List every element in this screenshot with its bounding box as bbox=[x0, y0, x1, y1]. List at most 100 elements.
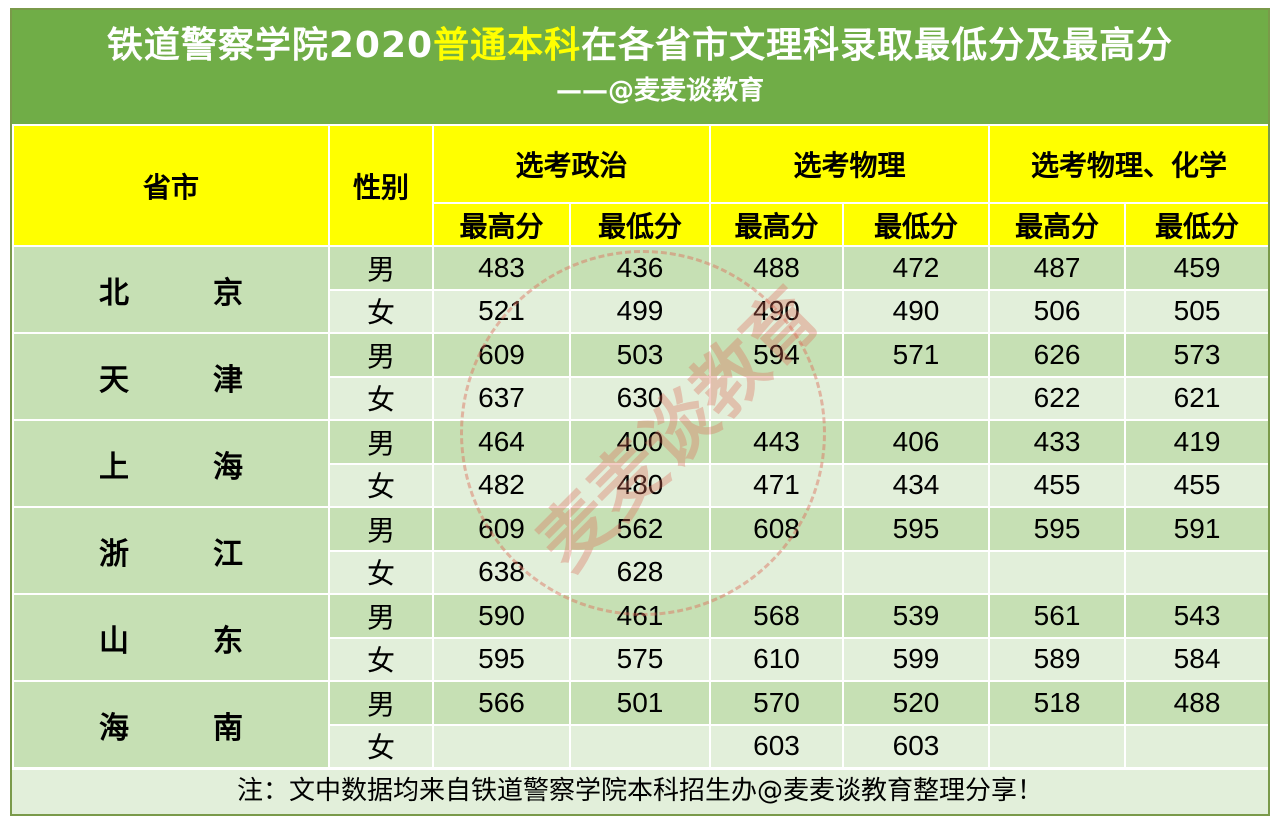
province-cell: 天津 bbox=[12, 332, 330, 421]
score-cell: 506 bbox=[988, 288, 1127, 334]
score-cell bbox=[709, 375, 845, 421]
group-header-physics: 选考物理 bbox=[709, 124, 991, 204]
score-cell: 488 bbox=[709, 245, 845, 291]
province-cell: 浙江 bbox=[12, 506, 330, 595]
table-row: 女 638 628 bbox=[13, 549, 1268, 595]
score-cell: 543 bbox=[1124, 593, 1268, 639]
score-cell: 610 bbox=[709, 636, 845, 682]
score-cell: 482 bbox=[432, 462, 571, 508]
score-cell: 637 bbox=[432, 375, 571, 421]
score-cell: 591 bbox=[1124, 506, 1268, 552]
score-cell: 595 bbox=[988, 506, 1127, 552]
table-row: 山东男 590 461 568 539 561 543 bbox=[12, 593, 1268, 682]
subcol-header: 最高分 bbox=[988, 202, 1127, 247]
score-cell: 573 bbox=[1124, 332, 1268, 378]
score-cell: 621 bbox=[1124, 375, 1268, 421]
gender-cell: 女 bbox=[328, 288, 434, 334]
gender-header: 性别 bbox=[328, 124, 434, 247]
score-cell: 603 bbox=[709, 723, 845, 769]
province-label: 山东 bbox=[99, 623, 327, 659]
title-part1: 铁道警察学院2020 bbox=[106, 25, 434, 66]
table-row: 女 482 480 471 434 455 455 bbox=[13, 462, 1268, 508]
gender-cell: 男 bbox=[328, 245, 434, 291]
score-cell: 433 bbox=[988, 419, 1127, 465]
table-row: 女 521 499 490 490 506 505 bbox=[13, 288, 1268, 334]
score-cell bbox=[988, 723, 1127, 769]
title-highlight: 普通本科 bbox=[433, 25, 582, 66]
gender-cell: 女 bbox=[328, 549, 434, 595]
table-row: 女 603 603 bbox=[13, 723, 1268, 769]
score-cell: 603 bbox=[842, 723, 991, 769]
score-cell: 455 bbox=[988, 462, 1127, 508]
score-cell bbox=[709, 549, 845, 595]
province-cell: 北京 bbox=[12, 245, 330, 334]
score-cell: 630 bbox=[568, 375, 712, 421]
score-cell: 599 bbox=[842, 636, 991, 682]
province-label: 天津 bbox=[99, 362, 327, 398]
score-cell: 461 bbox=[568, 593, 712, 639]
group-header-physics-chemistry: 选考物理、化学 bbox=[988, 124, 1268, 204]
gender-cell: 女 bbox=[328, 462, 434, 508]
score-cell: 483 bbox=[432, 245, 571, 291]
gender-cell: 女 bbox=[328, 375, 434, 421]
score-cell: 561 bbox=[988, 593, 1127, 639]
score-cell: 571 bbox=[842, 332, 991, 378]
score-cell: 520 bbox=[842, 680, 991, 726]
score-cell: 459 bbox=[1124, 245, 1268, 291]
score-cell: 638 bbox=[432, 549, 571, 595]
score-cell bbox=[1124, 723, 1268, 769]
score-cell bbox=[568, 723, 712, 769]
subcol-header: 最低分 bbox=[842, 202, 991, 247]
province-header: 省市 bbox=[12, 124, 330, 247]
score-cell: 488 bbox=[1124, 680, 1268, 726]
province-label: 海南 bbox=[99, 710, 327, 746]
score-cell: 594 bbox=[709, 332, 845, 378]
table-row: 北京男 483 436 488 472 487 459 bbox=[12, 245, 1268, 334]
score-cell: 609 bbox=[432, 506, 571, 552]
score-cell: 626 bbox=[988, 332, 1127, 378]
score-cell: 628 bbox=[568, 549, 712, 595]
gender-cell: 男 bbox=[328, 680, 434, 726]
score-cell: 622 bbox=[988, 375, 1127, 421]
province-cell: 上海 bbox=[12, 419, 330, 508]
score-cell bbox=[842, 549, 991, 595]
group-header-politics: 选考政治 bbox=[431, 124, 712, 204]
subcol-header: 最高分 bbox=[432, 202, 571, 247]
score-cell: 464 bbox=[432, 419, 571, 465]
subcol-header: 最低分 bbox=[1124, 202, 1268, 247]
table-row: 浙江男 609 562 608 595 595 591 bbox=[12, 506, 1268, 595]
score-cell: 505 bbox=[1124, 288, 1268, 334]
gender-cell: 男 bbox=[328, 506, 434, 552]
score-cell: 499 bbox=[568, 288, 712, 334]
score-cell: 521 bbox=[432, 288, 571, 334]
score-cell: 589 bbox=[988, 636, 1127, 682]
score-cell: 490 bbox=[709, 288, 845, 334]
table-body: 北京男 483 436 488 472 487 459 女 521 499 490 490 506 505… bbox=[12, 245, 1268, 769]
score-cell: 609 bbox=[432, 332, 571, 378]
score-cell: 595 bbox=[842, 506, 991, 552]
table-row: 上海男 464 400 443 406 433 419 bbox=[12, 419, 1268, 508]
province-label: 浙江 bbox=[99, 536, 327, 572]
score-cell: 400 bbox=[568, 419, 712, 465]
score-cell: 575 bbox=[568, 636, 712, 682]
score-cell: 471 bbox=[709, 462, 845, 508]
score-cell: 480 bbox=[568, 462, 712, 508]
score-cell: 436 bbox=[568, 245, 712, 291]
page-title: 铁道警察学院2020普通本科在各省市文理科录取最低分及最高分 bbox=[12, 24, 1268, 68]
title-part2: 在各省市文理科录取最低分及最高分 bbox=[581, 25, 1174, 66]
score-cell: 595 bbox=[432, 636, 571, 682]
province-label: 上海 bbox=[99, 449, 327, 485]
score-cell: 566 bbox=[432, 680, 571, 726]
score-cell: 501 bbox=[568, 680, 712, 726]
table-row: 海南男 566 501 570 520 518 488 bbox=[12, 680, 1268, 769]
score-cell: 539 bbox=[842, 593, 991, 639]
gender-cell: 女 bbox=[328, 636, 434, 682]
score-cell bbox=[842, 375, 991, 421]
gender-cell: 男 bbox=[328, 419, 434, 465]
table-row: 女 637 630 622 621 bbox=[13, 375, 1268, 421]
score-cell: 406 bbox=[842, 419, 991, 465]
score-cell: 590 bbox=[432, 593, 571, 639]
score-cell bbox=[988, 549, 1127, 595]
subcol-header: 最低分 bbox=[568, 202, 712, 247]
footer-note: 注：文中数据均来自铁道警察学院本科招生办@麦麦谈教育整理分享！ bbox=[12, 768, 1268, 814]
